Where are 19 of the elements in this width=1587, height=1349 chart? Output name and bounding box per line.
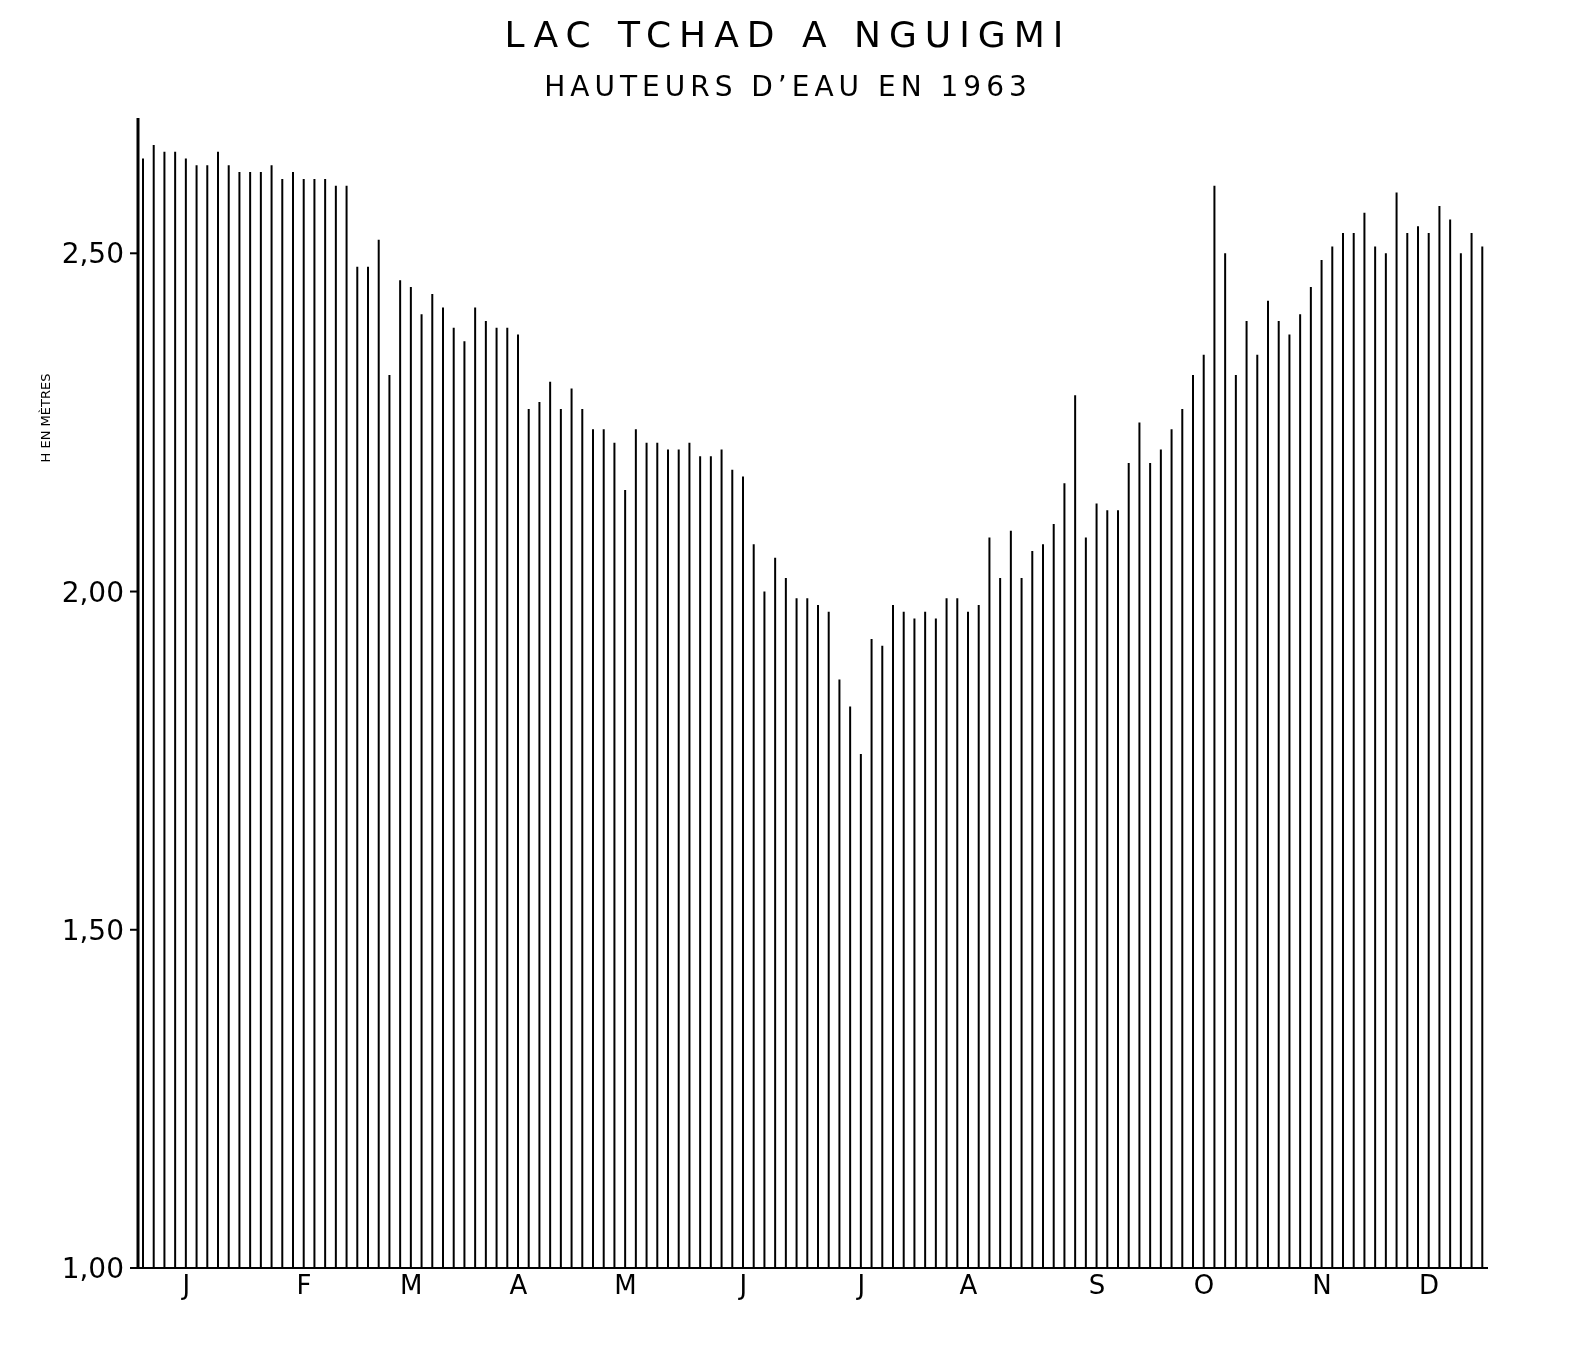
x-tick-label: A: [959, 1270, 978, 1301]
x-tick-label: N: [1312, 1270, 1332, 1301]
x-tick-label: J: [180, 1270, 191, 1301]
x-tick-label: M: [614, 1270, 637, 1301]
x-tick-label: M: [400, 1270, 423, 1301]
x-tick-label: D: [1419, 1270, 1440, 1301]
y-tick-label: 1,00: [61, 1252, 124, 1285]
x-tick-label: J: [855, 1270, 866, 1301]
y-tick-label: 1,50: [61, 913, 124, 947]
chart-subtitle: HAUTEURS D’EAU EN 1963: [543, 70, 1033, 103]
x-tick-label: A: [509, 1270, 528, 1301]
y-axis-title: H EN MÈTRES: [38, 373, 53, 463]
x-tick-label: O: [1193, 1270, 1215, 1301]
y-tick-label: 2,50: [61, 237, 124, 271]
chart-title: LAC TCHAD A NGUIGMI: [503, 14, 1073, 55]
y-tick-label: 2,00: [61, 575, 124, 609]
x-tick-label: F: [296, 1270, 312, 1301]
x-tick-label: S: [1088, 1270, 1106, 1301]
x-tick-label: J: [737, 1270, 748, 1301]
